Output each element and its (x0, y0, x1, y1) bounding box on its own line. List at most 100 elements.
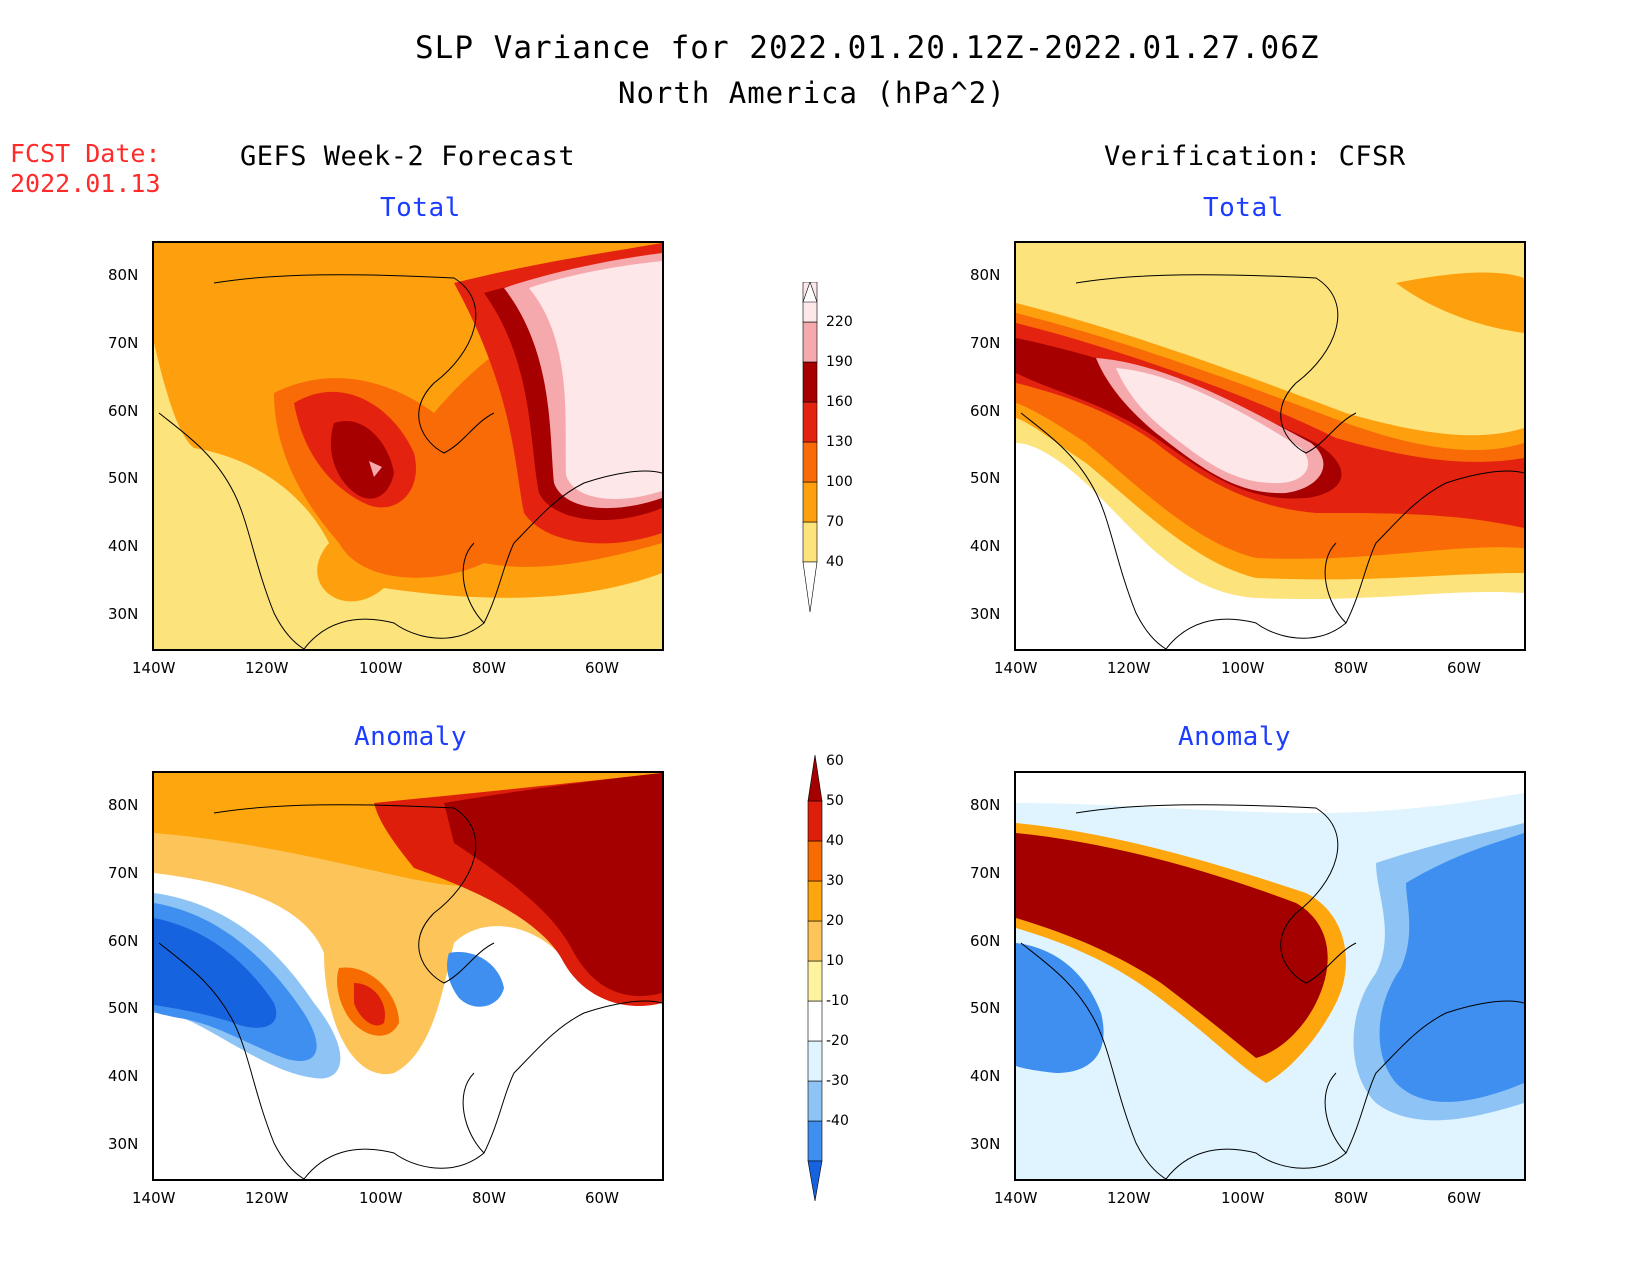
contour-fill (1016, 773, 1524, 813)
anomaly-colorbar (807, 755, 823, 1201)
coastline (1020, 804, 1524, 1179)
lat-tick-label: 80N (108, 266, 139, 284)
fcst-date-label: FCST Date: (10, 139, 161, 168)
anomaly-colorbar-label: 10 (826, 953, 844, 969)
lat-tick-label: 80N (108, 796, 139, 814)
lat-tick-label: 50N (108, 999, 139, 1017)
contour-fill (447, 952, 504, 1007)
anomaly-colorbar-label: -30 (826, 1073, 849, 1089)
lon-tick-label: 80W (1334, 1189, 1368, 1207)
total-colorbar-label: 70 (826, 514, 844, 530)
map-va-field (1016, 773, 1524, 1179)
lon-tick-label: 120W (245, 659, 289, 677)
lon-tick-label: 120W (245, 1189, 289, 1207)
verification-column-heading: Verification: CFSR (1104, 141, 1406, 172)
colorbar-segment (802, 521, 818, 563)
colorbar-segment (802, 401, 818, 443)
forecast-column-heading: GEFS Week-2 Forecast (240, 141, 576, 172)
colorbar-bottom-tip (802, 561, 818, 612)
lon-tick-label: 140W (994, 1189, 1038, 1207)
lat-tick-label: 40N (970, 537, 1001, 555)
colorbar-segment (802, 361, 818, 403)
forecast-total-title: Total (380, 193, 461, 223)
lat-tick-label: 70N (108, 334, 139, 352)
colorbar-segment (807, 1000, 823, 1042)
anomaly-colorbar-label: 20 (826, 913, 844, 929)
lat-tick-label: 50N (970, 999, 1001, 1017)
lon-tick-label: 140W (132, 1189, 176, 1207)
lon-tick-label: 140W (994, 659, 1038, 677)
fcst-date-value: 2022.01.13 (10, 169, 161, 198)
anomaly-colorbar-label: 50 (826, 793, 844, 809)
lat-tick-label: 30N (108, 1135, 139, 1153)
coastline (1020, 274, 1524, 649)
chart-title: SLP Variance for 2022.01.20.12Z-2022.01.… (415, 30, 1320, 66)
colorbar-segment (807, 1040, 823, 1082)
total-colorbar (802, 282, 818, 612)
colorbar-segment (802, 481, 818, 523)
lon-tick-label: 100W (1221, 1189, 1265, 1207)
verification-anomaly-title: Anomaly (1178, 722, 1292, 752)
colorbar-segment (802, 321, 818, 363)
lon-tick-label: 100W (359, 1189, 403, 1207)
lon-tick-label: 60W (585, 659, 619, 677)
lon-tick-label: 100W (1221, 659, 1265, 677)
colorbar-bottom-tip (807, 1160, 823, 1201)
verification-total-map (1014, 241, 1526, 651)
anomaly-colorbar-label: 60 (826, 753, 844, 769)
colorbar-segment (807, 960, 823, 1002)
contour-fill (1016, 833, 1328, 1058)
anomaly-colorbar-label: 40 (826, 833, 844, 849)
lat-tick-label: 40N (970, 1067, 1001, 1085)
lon-tick-label: 120W (1107, 659, 1151, 677)
contour-fill (369, 461, 382, 477)
colorbar-segment (807, 800, 823, 842)
chart-subtitle: North America (hPa^2) (618, 76, 1006, 110)
colorbar-segment (807, 1120, 823, 1162)
lon-tick-label: 60W (1447, 659, 1481, 677)
lon-tick-label: 100W (359, 659, 403, 677)
lat-tick-label: 60N (108, 402, 139, 420)
lon-tick-label: 120W (1107, 1189, 1151, 1207)
colorbar-top-tip (807, 755, 823, 802)
anomaly-colorbar-label: -20 (826, 1033, 849, 1049)
verification-anomaly-map (1014, 771, 1526, 1181)
lat-tick-label: 60N (970, 932, 1001, 950)
contour-fill (1116, 368, 1309, 484)
lat-tick-label: 70N (970, 334, 1001, 352)
contour-fill (1379, 833, 1524, 1102)
lat-tick-label: 50N (108, 469, 139, 487)
verification-total-title: Total (1203, 193, 1284, 223)
anomaly-colorbar-label: -10 (826, 993, 849, 1009)
lat-tick-label: 30N (108, 605, 139, 623)
contour-fill (1016, 943, 1104, 1073)
colorbar-segment (807, 1080, 823, 1122)
lon-tick-label: 80W (472, 659, 506, 677)
coastline (158, 274, 662, 649)
total-colorbar-label: 100 (826, 474, 853, 490)
coastline (158, 804, 662, 1179)
lat-tick-label: 50N (970, 469, 1001, 487)
lat-tick-label: 40N (108, 537, 139, 555)
colorbar-top-tip (802, 282, 818, 303)
colorbar-segment (802, 441, 818, 483)
total-colorbar-label: 190 (826, 354, 853, 370)
total-colorbar-label: 130 (826, 434, 853, 450)
map-fa-field (154, 773, 662, 1179)
lat-tick-label: 60N (108, 932, 139, 950)
lat-tick-label: 30N (970, 1135, 1001, 1153)
lon-tick-label: 60W (1447, 1189, 1481, 1207)
lat-tick-label: 70N (970, 864, 1001, 882)
colorbar-segment (807, 920, 823, 962)
lat-tick-label: 30N (970, 605, 1001, 623)
contour-fill (444, 773, 662, 997)
contour-fill (529, 261, 662, 499)
forecast-anomaly-title: Anomaly (354, 722, 468, 752)
total-colorbar-label: 160 (826, 394, 853, 410)
lon-tick-label: 140W (132, 659, 176, 677)
lat-tick-label: 80N (970, 266, 1001, 284)
lat-tick-label: 40N (108, 1067, 139, 1085)
lon-tick-label: 80W (1334, 659, 1368, 677)
lat-tick-label: 60N (970, 402, 1001, 420)
lat-tick-label: 70N (108, 864, 139, 882)
